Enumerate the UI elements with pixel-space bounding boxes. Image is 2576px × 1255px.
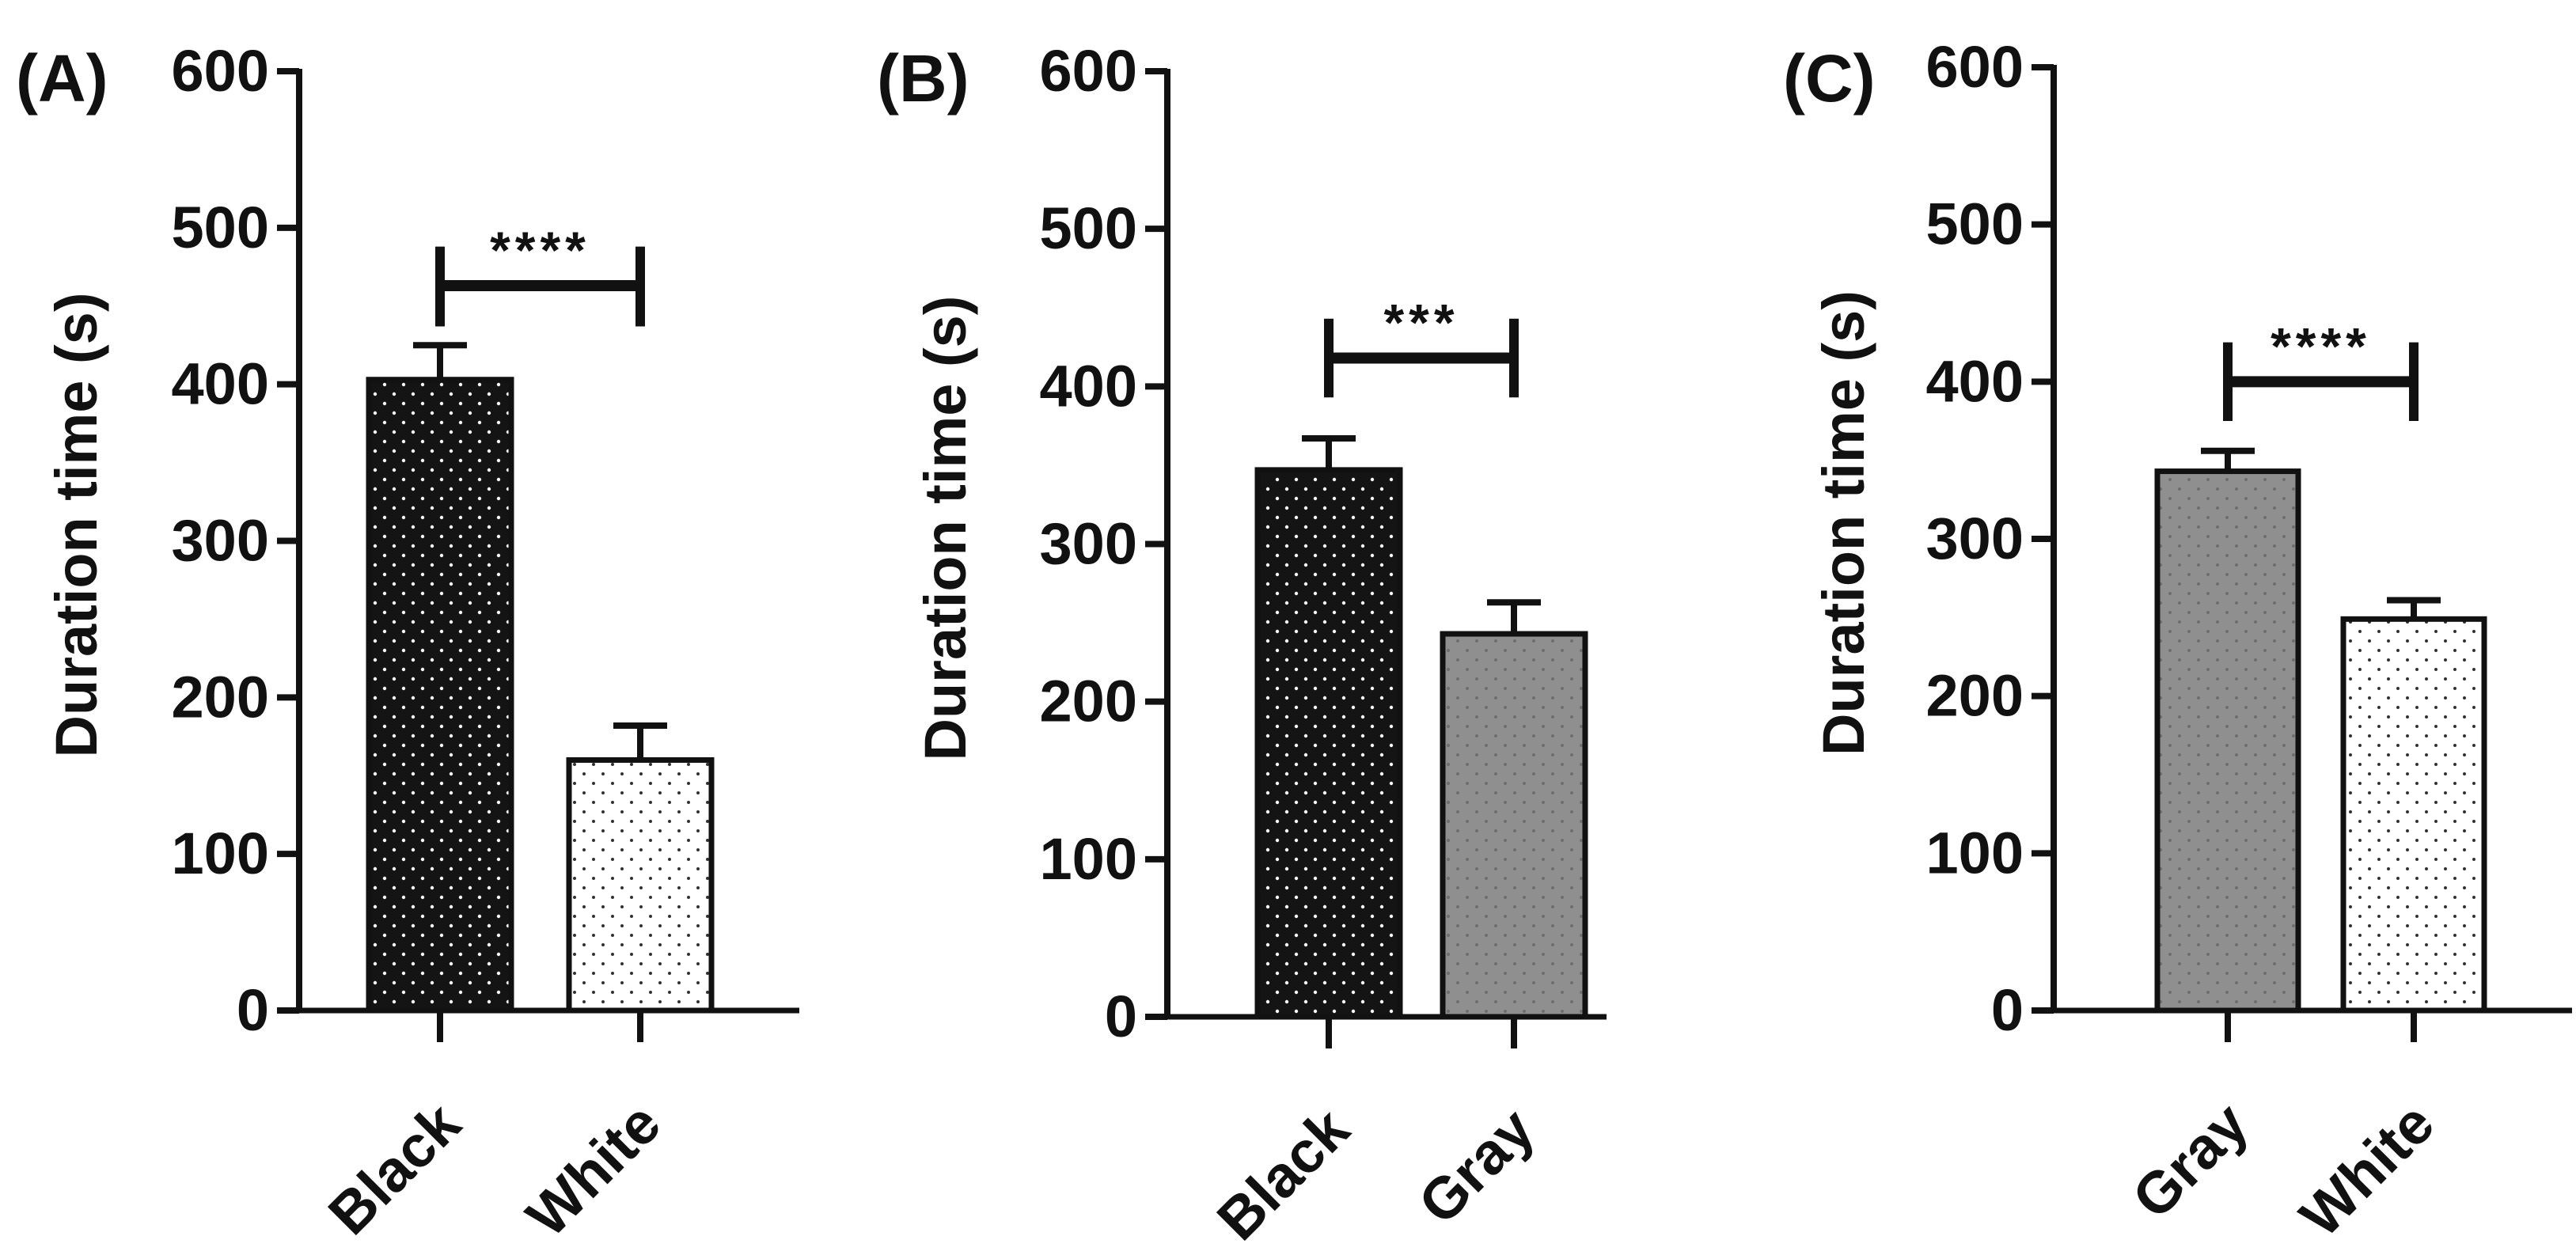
y-tick-label: 200 xyxy=(172,664,269,730)
y-tick-label: 600 xyxy=(172,38,269,104)
y-tick-label: 600 xyxy=(1926,34,2024,100)
y-tick-label: 500 xyxy=(172,195,269,260)
y-tick-label: 0 xyxy=(1991,977,2024,1043)
y-axis-title: Duration time (s) xyxy=(912,296,978,761)
panel-c: (C) Duration time (s) 0 100 200 300 400 500 600 G… xyxy=(1783,34,2572,1249)
y-tick-label: 300 xyxy=(1040,511,1137,577)
panel-a: (A) Duration time (s) 0 100 200 300 400 500 600 B… xyxy=(16,38,799,1249)
y-tick-label: 100 xyxy=(172,821,269,886)
bar-white xyxy=(566,756,715,1014)
y-tick-label: 100 xyxy=(1040,826,1137,892)
category-label-black: Black xyxy=(1205,1095,1362,1253)
y-tick-label: 300 xyxy=(172,508,269,574)
bar-gray xyxy=(1440,631,1588,1020)
panel-label: (B) xyxy=(877,41,969,116)
y-tick-label: 0 xyxy=(237,977,269,1043)
panel-label: (A) xyxy=(16,41,108,116)
category-label-white: White xyxy=(514,1090,673,1249)
y-tick-label: 300 xyxy=(1926,506,2024,571)
category-label-black: Black xyxy=(316,1090,473,1247)
y-tick-label: 400 xyxy=(1926,348,2024,414)
significance-stars: **** xyxy=(490,221,590,279)
category-label-white: White xyxy=(2287,1090,2446,1249)
y-tick-label: 600 xyxy=(1040,38,1137,104)
y-tick-label: 100 xyxy=(1926,820,2024,885)
y-tick-label: 0 xyxy=(1105,984,1137,1049)
panel-b: (B) Duration time (s) 0 100 200 300 400 500 600 B… xyxy=(877,38,1607,1253)
bar-gray xyxy=(2154,468,2301,1014)
y-tick-label: 200 xyxy=(1926,663,2024,729)
bar-black xyxy=(366,377,514,1014)
y-tick-label: 200 xyxy=(1040,669,1137,734)
panel-label: (C) xyxy=(1783,41,1876,116)
significance-stars: **** xyxy=(2271,317,2371,375)
y-tick-label: 500 xyxy=(1040,195,1137,261)
category-label-gray: Gray xyxy=(1406,1096,1546,1237)
y-tick-label: 400 xyxy=(172,351,269,417)
y-tick-label: 500 xyxy=(1926,191,2024,257)
y-tick-label: 400 xyxy=(1040,353,1137,419)
bar-white xyxy=(2340,616,2487,1014)
bar-black xyxy=(1254,467,1403,1020)
y-axis-title: Duration time (s) xyxy=(1811,290,1876,756)
category-label-gray: Gray xyxy=(2119,1090,2260,1231)
significance-stars: *** xyxy=(1383,293,1459,351)
y-axis-title: Duration time (s) xyxy=(44,293,109,758)
